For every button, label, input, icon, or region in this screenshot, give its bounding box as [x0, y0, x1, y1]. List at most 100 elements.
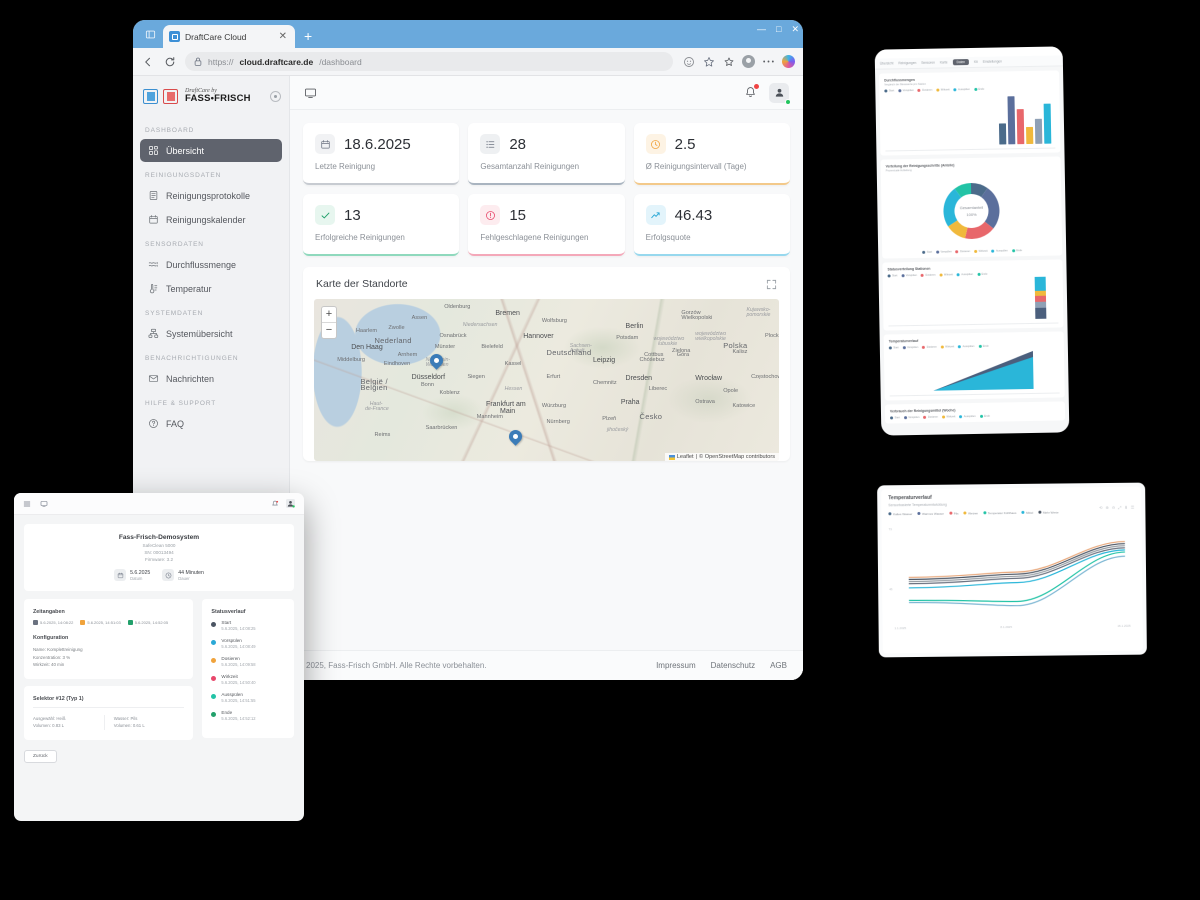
profile-avatar-icon[interactable]: [742, 55, 755, 68]
tablet-nav-item[interactable]: Reinigungen: [898, 60, 917, 66]
legend-item[interactable]: Vorspülen: [936, 250, 952, 254]
chart-tool-icon[interactable]: ☰: [1130, 504, 1135, 510]
legend-item[interactable]: Wirkzeit: [974, 250, 988, 253]
legend-item[interactable]: Pils: [948, 511, 959, 515]
chart-tool-icon[interactable]: ⤢: [1118, 504, 1122, 510]
legend-item[interactable]: Mehr Werte: [1038, 510, 1059, 514]
legend-item[interactable]: Weizen: [963, 511, 978, 515]
brand-toggle-icon[interactable]: [270, 90, 281, 102]
sidebar-item-reinigungsprotokolle[interactable]: Reinigungsprotokolle: [140, 184, 282, 207]
sidebar-item-durchflussmenge[interactable]: Durchflussmenge: [140, 253, 282, 276]
legend-item[interactable]: Wirkzeit: [939, 273, 953, 277]
legend-item[interactable]: Ausspülen: [953, 88, 970, 92]
tablet-nav-item[interactable]: Sensoren: [921, 60, 935, 65]
expand-icon[interactable]: [766, 279, 777, 290]
legend-item[interactable]: Start: [890, 416, 900, 420]
legend-item[interactable]: Vorspülen: [902, 346, 918, 350]
legend-item[interactable]: Dosieren: [955, 250, 970, 254]
sidebar-item--bersicht[interactable]: Übersicht: [140, 139, 282, 163]
footer-link[interactable]: Datenschutz: [710, 661, 756, 670]
chart-tool-icon[interactable]: ⊕: [1105, 504, 1109, 511]
legend-item[interactable]: Ende: [1011, 249, 1022, 253]
legend-item[interactable]: Dosieren: [923, 416, 938, 419]
map-pin[interactable]: [430, 354, 443, 372]
stat-card[interactable]: 46.43 Erfolgsquote: [633, 194, 790, 256]
legend-item[interactable]: Ende: [977, 273, 987, 276]
brand-logo[interactable]: DraftCare by FASS•FRISCH: [133, 76, 289, 118]
sidebar-item-system-bersicht[interactable]: Systemübersicht: [140, 322, 282, 345]
tablet-nav-item[interactable]: Übersicht: [879, 61, 894, 66]
legend-item[interactable]: Mittel: [1021, 510, 1033, 514]
monitor-icon[interactable]: [40, 500, 48, 508]
legend-item[interactable]: Start: [922, 251, 932, 254]
map-zoom-in-button[interactable]: +: [325, 308, 333, 320]
map-zoom-out-button[interactable]: −: [322, 322, 336, 338]
sidebar-item-nachrichten[interactable]: Nachrichten: [140, 367, 282, 390]
notifications-bell-icon[interactable]: [743, 84, 759, 100]
legend-item[interactable]: Start: [887, 274, 897, 278]
reload-icon[interactable]: [163, 55, 176, 68]
legend-item[interactable]: Kaltes Wasser: [888, 512, 912, 516]
legend-item[interactable]: Ausspülen: [959, 415, 976, 419]
legend-item[interactable]: Warmes Wasser: [917, 511, 944, 515]
locations-map[interactable]: Oldenburg Bremen Assen Zwolle Haarlem Nieders…: [314, 299, 779, 461]
tablet-nav-item[interactable]: Kit: [974, 59, 978, 64]
legend-item[interactable]: Ausspülen: [958, 345, 974, 349]
stat-card[interactable]: 28 Gesamtanzahl Reinigungen: [468, 123, 625, 185]
tablet-nav-item[interactable]: Karte: [939, 60, 948, 65]
legend-item[interactable]: Start: [888, 346, 899, 350]
stat-card[interactable]: 15 Fehlgeschlagene Reinigungen: [468, 194, 625, 256]
leaflet-link[interactable]: Leaflet: [676, 454, 694, 460]
legend-item[interactable]: Vorspülen: [903, 416, 920, 420]
more-options-icon[interactable]: [762, 55, 775, 68]
emoji-icon[interactable]: [682, 55, 695, 68]
window-minimize-button[interactable]: —: [757, 24, 767, 34]
legend-item[interactable]: Dosieren: [922, 346, 937, 349]
monitor-icon[interactable]: [304, 86, 317, 99]
chart-tool-icon[interactable]: ⊖: [1111, 504, 1116, 510]
new-tab-button[interactable]: +: [304, 28, 313, 44]
sidebar-item-reinigungskalender[interactable]: Reinigungskalender: [140, 208, 282, 231]
chart-tool-icon[interactable]: ⬇: [1124, 504, 1128, 510]
legend-item[interactable]: Wirkzeit: [936, 88, 950, 92]
map-pin[interactable]: [509, 430, 522, 448]
legend-item[interactable]: Temperatur Kühlhaus: [983, 510, 1016, 515]
legend-item[interactable]: Start: [884, 89, 894, 93]
stat-card[interactable]: 2.5 Ø Reinigungsintervall (Tage): [633, 123, 790, 185]
tab-close-icon[interactable]: ✕: [278, 31, 287, 42]
window-close-button[interactable]: ✕: [791, 24, 799, 34]
legend-item[interactable]: Vorspülen: [901, 274, 917, 278]
legend-item[interactable]: Ende: [973, 88, 984, 91]
tablet-nav-item[interactable]: Einstellungen: [982, 59, 1002, 64]
legend-item[interactable]: Ausspülen: [956, 273, 973, 277]
window-maximize-button[interactable]: □: [776, 24, 782, 34]
back-button[interactable]: Zurück: [24, 749, 57, 763]
legend-item[interactable]: Ende: [979, 415, 990, 418]
stat-card[interactable]: 13 Erfolgreiche Reinigungen: [303, 194, 460, 256]
footer-link[interactable]: AGB: [770, 661, 787, 670]
legend-item[interactable]: Vorspülen: [898, 89, 914, 93]
legend-item[interactable]: Wirkzeit: [940, 345, 954, 349]
browser-tab[interactable]: DraftCare Cloud ✕: [163, 25, 295, 48]
sidebar-item-faq[interactable]: FAQ: [140, 412, 282, 435]
favorite-star-icon[interactable]: [702, 55, 715, 68]
collections-icon[interactable]: [722, 55, 735, 68]
tab-actions-icon[interactable]: [139, 23, 161, 45]
tablet-nav-item[interactable]: Daten: [952, 59, 970, 66]
legend-item[interactable]: Dosieren: [917, 89, 932, 92]
osm-link[interactable]: © OpenStreetMap contributors: [699, 454, 775, 460]
legend-item[interactable]: Wirkzeit: [941, 415, 955, 419]
footer-link[interactable]: Impressum: [656, 661, 696, 670]
address-bar[interactable]: https:// cloud.draftcare.de/dashboard: [185, 52, 673, 71]
hamburger-icon[interactable]: [23, 500, 31, 508]
copilot-icon[interactable]: [782, 55, 795, 68]
legend-item[interactable]: Dosieren: [920, 274, 936, 277]
back-icon[interactable]: [141, 55, 154, 68]
sidebar-item-temperatur[interactable]: Temperatur: [140, 277, 282, 300]
legend-item[interactable]: Ausspülen: [991, 249, 1008, 253]
user-menu-button[interactable]: [286, 499, 295, 508]
stat-card[interactable]: 18.6.2025 Letzte Reinigung: [303, 123, 460, 185]
user-menu-button[interactable]: [769, 82, 791, 105]
notifications-bell-icon[interactable]: [271, 500, 279, 508]
legend-item[interactable]: Ende: [978, 345, 989, 348]
